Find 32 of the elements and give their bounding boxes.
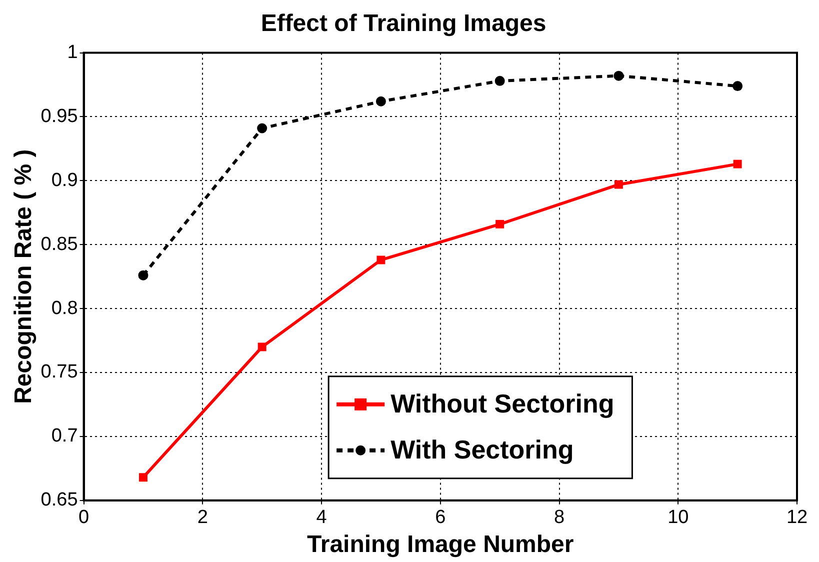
x-tick-label: 6 — [435, 507, 446, 528]
y-tick-label: 1 — [67, 42, 78, 64]
y-axis-title: Recognition Rate ( % ) — [10, 149, 38, 404]
legend-label: Without Sectoring — [390, 388, 614, 419]
point — [138, 270, 148, 280]
point — [614, 180, 623, 189]
point — [376, 96, 386, 106]
point — [614, 70, 624, 81]
x-tick-label: 8 — [554, 507, 565, 528]
point — [733, 160, 742, 168]
point — [138, 473, 148, 482]
x-axis-title: Training Image Number — [307, 531, 574, 558]
y-tick-label: 0.95 — [40, 106, 78, 127]
point — [496, 220, 504, 228]
y-tick-label: 0.85 — [40, 234, 78, 255]
point — [376, 256, 386, 264]
x-tick-label: 0 — [78, 507, 90, 528]
chart-title: Effect of Training Images — [260, 10, 546, 38]
x-tick-label: 4 — [316, 507, 328, 528]
point — [732, 81, 743, 92]
x-tick-label: 2 — [197, 507, 208, 528]
x-tick-label: 12 — [786, 507, 808, 528]
y-tick-label: 0.8 — [51, 298, 78, 319]
legend-label: With Sectoring — [390, 434, 574, 465]
x-tick-label: 10 — [668, 507, 689, 528]
y-tick-label: 0.9 — [51, 170, 78, 191]
y-tick-label: 0.75 — [40, 362, 78, 383]
point — [494, 76, 505, 86]
y-tick-label: 0.65 — [40, 490, 78, 511]
point — [258, 342, 266, 352]
y-tick-label: 0.7 — [51, 426, 78, 447]
point — [257, 123, 268, 134]
